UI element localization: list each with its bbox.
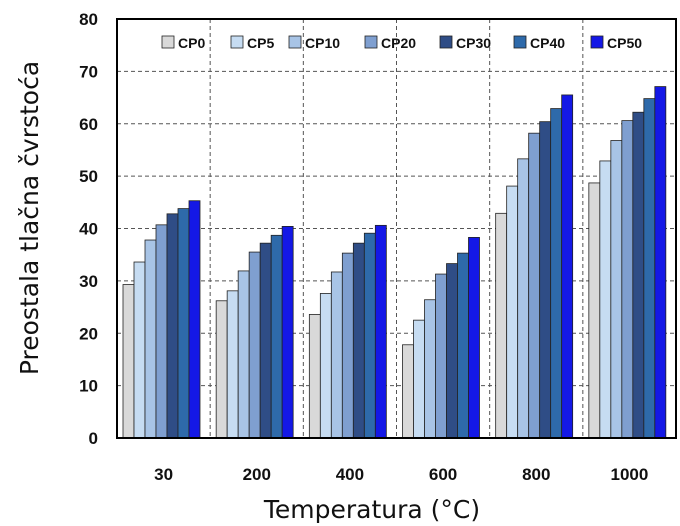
bar-cp20-1000 <box>621 120 634 439</box>
bar-cp20-30 <box>155 224 168 439</box>
bar-cp50-400 <box>374 224 387 439</box>
bar-cp0-600 <box>402 344 414 439</box>
bar-cp30-800 <box>539 121 552 439</box>
x-axis-title: Temperatura (°C) <box>263 495 480 524</box>
legend-swatch-cp5 <box>230 35 244 49</box>
y-tick-label: 50 <box>79 167 98 186</box>
bar-cp40-1000 <box>643 98 656 439</box>
bar-cp0-200 <box>215 300 228 439</box>
y-tick-label: 70 <box>79 62 98 81</box>
y-tick-label: 30 <box>79 272 98 291</box>
x-tick-label: 1000 <box>611 465 649 484</box>
bar-cp20-800 <box>528 132 541 439</box>
bar-cp50-30 <box>188 200 201 439</box>
bar-cp0-400 <box>308 313 321 439</box>
legend-label-cp5: CP5 <box>247 35 274 51</box>
legend-swatch-cp30 <box>439 35 453 49</box>
bar-cp50-800 <box>561 94 574 439</box>
bar-cp40-800 <box>550 108 563 439</box>
bar-cp50-600 <box>468 237 480 439</box>
bar-cp5-600 <box>413 319 425 439</box>
bar-cp20-600 <box>435 273 447 439</box>
x-tick-label: 600 <box>429 465 457 484</box>
legend-label-cp40: CP40 <box>530 35 565 51</box>
bar-cp30-200 <box>259 242 272 439</box>
x-tick-label: 800 <box>522 465 550 484</box>
legend-swatch-cp20 <box>364 35 378 49</box>
bar-cp10-1000 <box>610 140 623 439</box>
bar-cp0-30 <box>122 284 135 439</box>
legend-label-cp50: CP50 <box>607 35 642 51</box>
y-tick-label: 0 <box>89 429 98 448</box>
bar-cp5-30 <box>133 261 146 439</box>
x-tick-labels: 30 200 400 600 800 1000 <box>154 465 648 484</box>
bar-cp30-1000 <box>632 111 645 439</box>
bar-cp50-200 <box>281 226 294 439</box>
y-tick-label: 20 <box>79 324 98 343</box>
y-tick-label: 10 <box>79 377 98 396</box>
plot-frame <box>116 18 677 439</box>
legend-label-cp20: CP20 <box>381 35 416 51</box>
bar-cp5-1000 <box>599 160 612 439</box>
bar-cp40-400 <box>363 232 376 439</box>
bar-cp10-400 <box>330 271 343 439</box>
bar-cp50-1000 <box>654 86 667 439</box>
axes <box>116 18 677 439</box>
legend-label-cp30: CP30 <box>456 35 491 51</box>
bar-cp10-800 <box>517 158 530 439</box>
bar-cp10-600 <box>424 299 436 439</box>
bar-cp10-30 <box>144 239 157 439</box>
bar-cp5-200 <box>226 290 239 439</box>
x-tick-label: 30 <box>154 465 173 484</box>
y-tick-label: 40 <box>79 220 98 239</box>
bar-cp20-200 <box>248 251 261 439</box>
bar-cp40-30 <box>177 208 190 439</box>
bar-cp0-1000 <box>588 182 601 439</box>
legend-label-cp10: CP10 <box>305 35 340 51</box>
bar-cp0-800 <box>495 212 508 439</box>
bar-cp30-30 <box>166 213 179 439</box>
y-axis-title: Preostala tlačna čvrstoća <box>15 61 44 375</box>
y-tick-label: 60 <box>79 115 98 134</box>
bar-cp5-400 <box>319 293 332 439</box>
legend: CP0 CP5 CP10 CP20 CP30 CP40 CP50 <box>161 35 642 51</box>
bar-cp20-400 <box>341 252 354 439</box>
x-tick-label: 400 <box>336 465 364 484</box>
bar-cp40-200 <box>270 234 283 439</box>
legend-label-cp0: CP0 <box>178 35 205 51</box>
x-tick-label: 200 <box>243 465 271 484</box>
grid-lines <box>117 19 676 438</box>
bar-cp5-800 <box>506 185 519 439</box>
y-tick-label: 80 <box>79 10 98 29</box>
legend-swatch-cp10 <box>288 35 302 49</box>
legend-swatch-cp40 <box>513 35 527 49</box>
legend-swatch-cp0 <box>161 35 175 49</box>
y-tick-labels: 0 10 20 30 40 50 60 70 80 <box>79 10 98 448</box>
legend-swatch-cp50 <box>590 35 604 49</box>
bar-cp30-600 <box>446 263 458 439</box>
bar-cp10-200 <box>237 270 250 439</box>
bar-cp30-400 <box>352 242 365 439</box>
bar-cp40-600 <box>457 252 469 439</box>
